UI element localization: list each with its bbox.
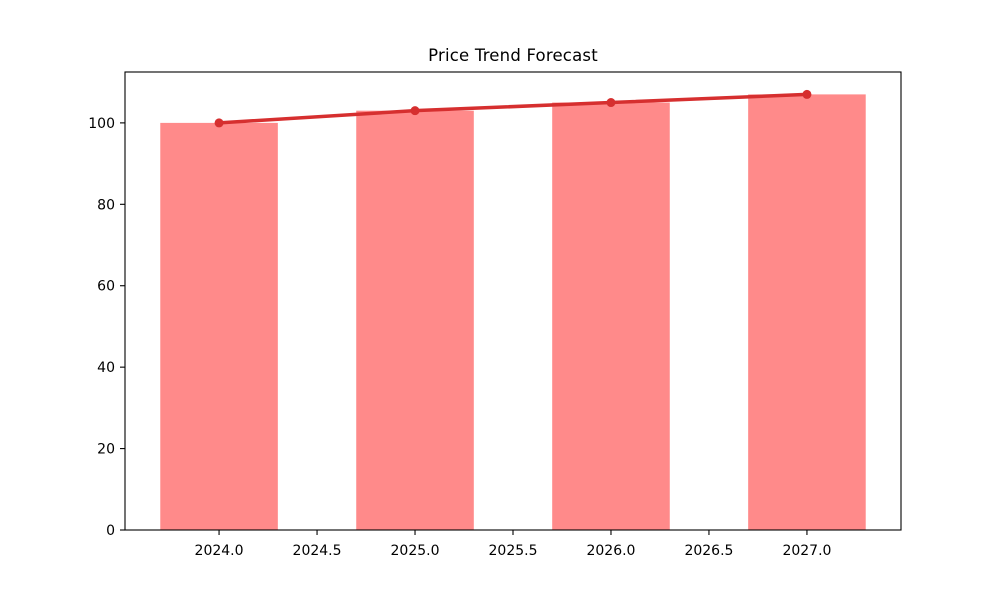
y-tick-label: 100 xyxy=(88,116,115,132)
data-point-marker-2024 xyxy=(214,118,224,128)
x-tick-label: 2025.0 xyxy=(391,543,440,559)
x-tick-label: 2024.0 xyxy=(195,543,244,559)
bar-2026 xyxy=(552,102,670,531)
data-point-marker-2027 xyxy=(802,89,812,99)
x-tick-label: 2026.0 xyxy=(586,543,635,559)
y-tick-label: 40 xyxy=(97,360,115,376)
bar-2027 xyxy=(748,94,866,530)
x-tick-label: 2027.0 xyxy=(782,543,831,559)
data-point-marker-2025 xyxy=(410,106,420,116)
y-tick-label: 20 xyxy=(97,442,115,458)
bar-2024 xyxy=(160,122,278,530)
x-tick-label: 2026.5 xyxy=(684,543,733,559)
y-tick-label: 60 xyxy=(97,279,115,295)
chart-title: Price Trend Forecast xyxy=(428,46,598,65)
trend-line xyxy=(217,92,809,125)
y-tick-label: 0 xyxy=(106,523,115,539)
data-point-marker-2026 xyxy=(606,98,616,108)
x-tick-label: 2025.5 xyxy=(489,543,538,559)
bar-2025 xyxy=(356,110,474,531)
y-tick-label: 80 xyxy=(97,197,115,213)
x-tick-label: 2024.5 xyxy=(293,543,342,559)
